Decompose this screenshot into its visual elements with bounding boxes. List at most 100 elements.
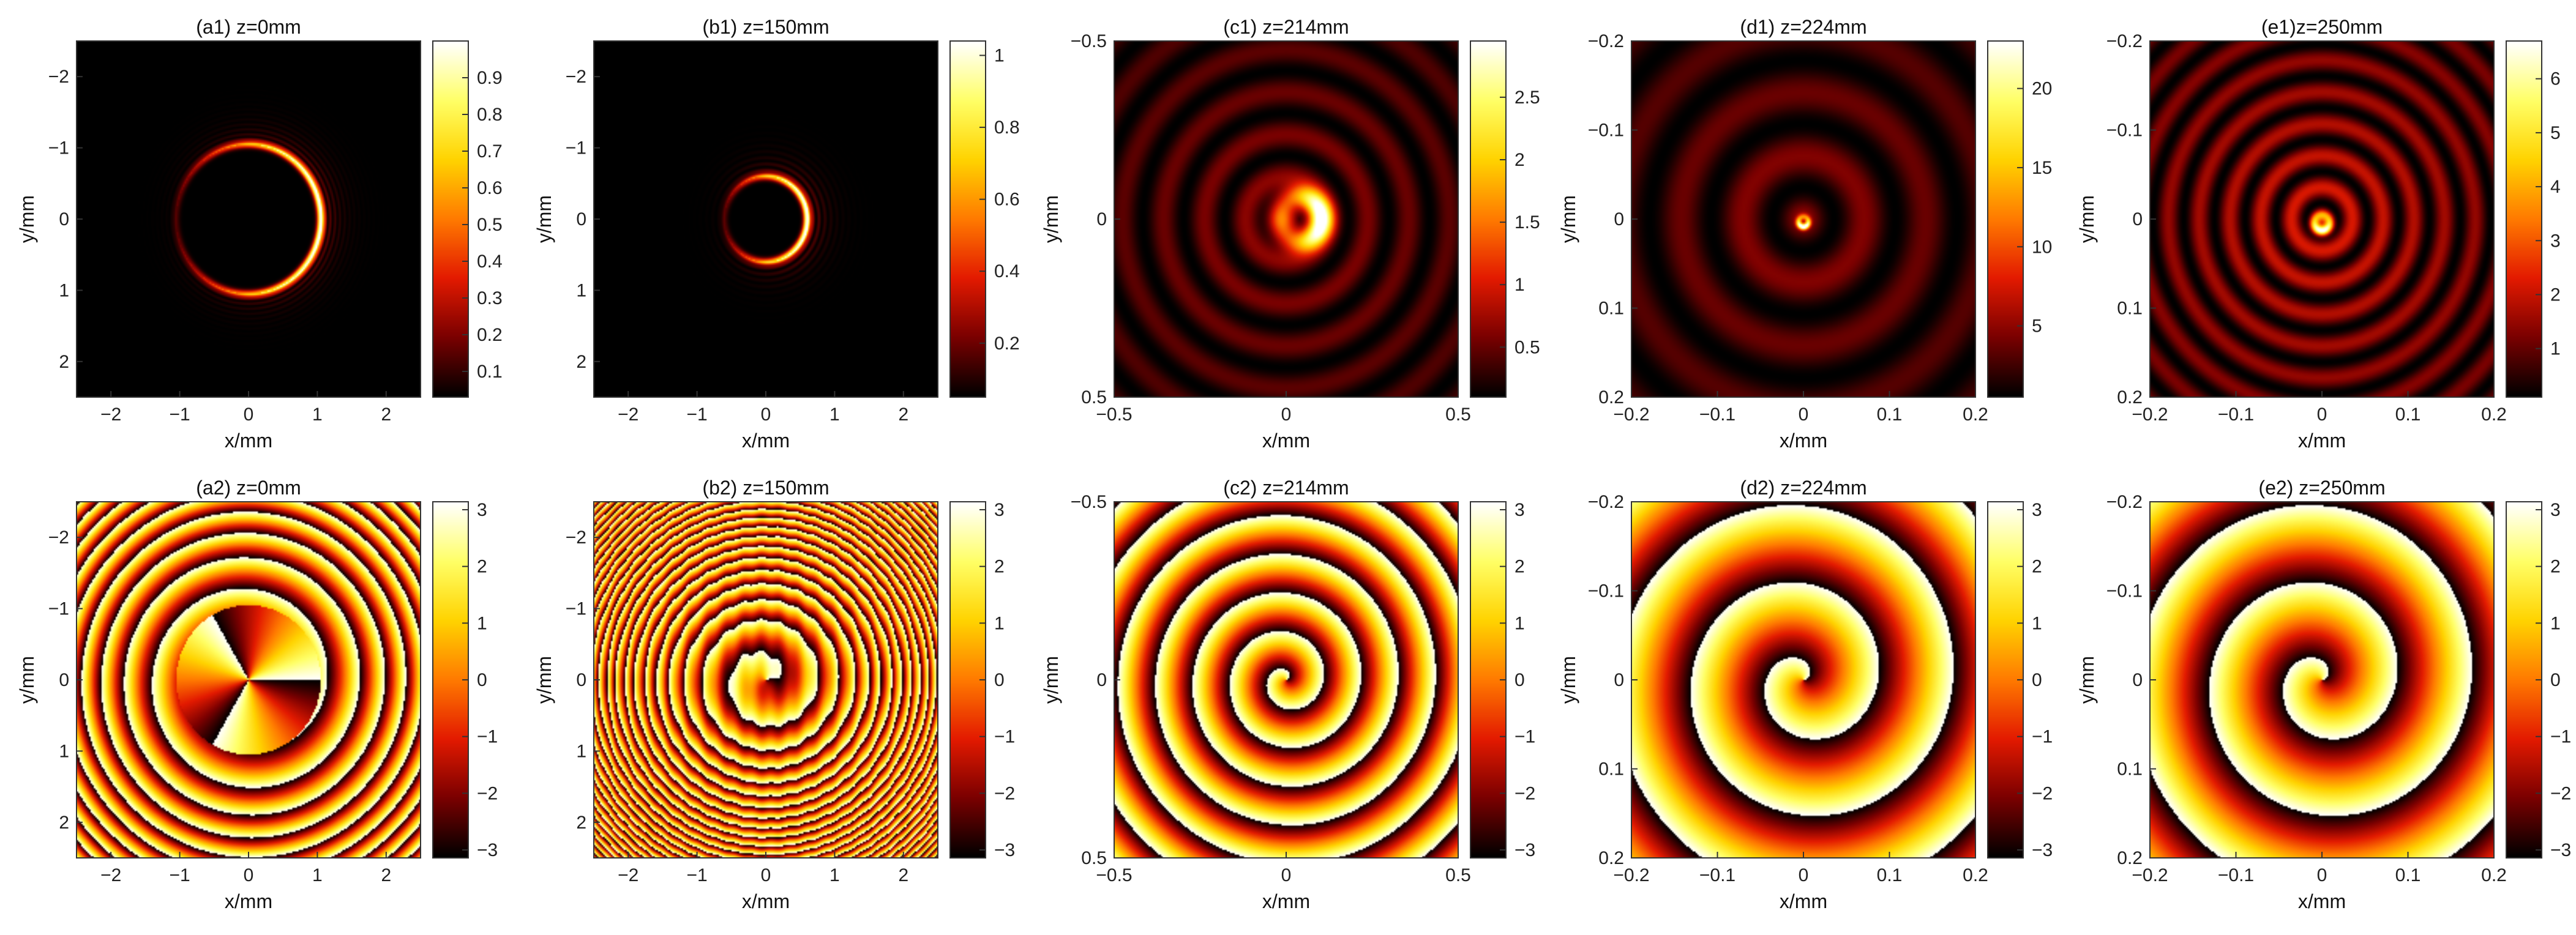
colorbar-tick-label: 1 xyxy=(477,613,487,633)
y-tick-label: −0.2 xyxy=(2106,492,2143,512)
y-tick-label: −1 xyxy=(566,599,586,619)
colorbar-tick-label: 3 xyxy=(1515,500,1525,520)
colorbar-tick-label: 0.4 xyxy=(477,251,503,272)
colorbar-tick-label: −2 xyxy=(477,783,498,803)
x-tick-label: 1 xyxy=(829,404,840,425)
y-tick-label: −2 xyxy=(566,67,586,87)
colorbar-tick-label: 2 xyxy=(1515,557,1525,577)
x-tick-label: −0.5 xyxy=(1096,865,1132,885)
colorbar-tick-label: 10 xyxy=(2032,237,2052,257)
colorbar-e1 xyxy=(2506,41,2542,397)
y-tick-label: 0.5 xyxy=(1081,387,1107,408)
y-tick-label: 0.2 xyxy=(1598,848,1624,868)
x-tick-label: 0 xyxy=(1281,865,1292,885)
x-tick-label: −2 xyxy=(618,865,638,885)
x-tick-label: −0.1 xyxy=(2218,404,2254,425)
x-tick-label: −1 xyxy=(169,404,190,425)
x-axis-label: x/mm xyxy=(2298,430,2346,452)
colorbar-tick-label: 5 xyxy=(2550,123,2561,143)
panel-e2: (e2) z=250mm−0.2 −0.1 0 0.1 0.2−0.2−0.100.10… xyxy=(2076,477,2571,912)
y-tick-label: 2 xyxy=(59,813,69,833)
y-tick-label: 1 xyxy=(59,741,69,761)
heatmap-c1 xyxy=(1114,41,1458,397)
colorbar-tick-label: 2.5 xyxy=(1515,88,1540,108)
panel-b2: (b2) z=150mm −2 −1 0 1 2 −2 −1 0 1 2 x/mm y/mm −3 −2 −1… xyxy=(533,477,1015,912)
colorbar-tick-label: −2 xyxy=(2550,783,2571,803)
y-tick-label: 0 xyxy=(1614,209,1624,229)
y-tick-label: −2 xyxy=(48,527,69,548)
y-tick-label: 0 xyxy=(2132,670,2143,690)
x-tick-label: 0 xyxy=(1799,404,1809,425)
panel-title: (a1) z=0mm xyxy=(196,16,301,38)
colorbar-tick-label: 1 xyxy=(2032,613,2042,633)
x-tick-label: −1 xyxy=(169,865,190,885)
y-tick-label: 0.1 xyxy=(2117,759,2143,780)
colorbar-c1 xyxy=(1470,41,1506,397)
colorbar-tick-label: 2 xyxy=(2032,557,2042,577)
y-axis-label: y/mm xyxy=(1040,656,1062,704)
x-tick-label: −2 xyxy=(100,865,121,885)
y-tick-label: −1 xyxy=(48,599,69,619)
colorbar-tick-label: 3 xyxy=(2550,231,2561,251)
x-tick-label: 0.5 xyxy=(1445,404,1471,425)
y-tick-label: 0.2 xyxy=(1598,387,1624,408)
x-tick-label: −1 xyxy=(686,865,707,885)
colorbar-frame xyxy=(432,40,469,398)
colorbar-tick-label: 2 xyxy=(1515,150,1525,170)
panel-title: (e1)z=250mm xyxy=(2261,16,2383,38)
y-tick-label: 0.1 xyxy=(2117,299,2143,319)
x-tick-label: −0.2 xyxy=(1613,404,1649,425)
colorbar-frame xyxy=(2506,40,2542,398)
panel-title: (a2) z=0mm xyxy=(196,477,301,499)
x-axis-label: x/mm xyxy=(2298,890,2346,912)
x-tick-label: 0.1 xyxy=(1877,404,1903,425)
x-tick-label: 0 xyxy=(2317,865,2327,885)
panel-title: (b1) z=150mm xyxy=(702,16,829,38)
x-tick-label: −0.5 xyxy=(1096,404,1132,425)
colorbar-d1 xyxy=(1988,41,2023,397)
colorbar-tick-label: 3 xyxy=(2032,500,2042,520)
y-tick-label: −0.2 xyxy=(1588,31,1624,51)
colorbar-tick-label: −3 xyxy=(1515,840,1535,860)
y-tick-label: −0.5 xyxy=(1071,31,1107,51)
x-tick-label: 2 xyxy=(898,404,908,425)
x-tick-label: −0.2 xyxy=(2132,865,2168,885)
colorbar-tick-label: 1 xyxy=(994,613,1005,633)
x-tick-label: 1 xyxy=(312,404,323,425)
heatmap-a2 xyxy=(77,502,421,858)
x-tick-label: 0 xyxy=(2317,404,2327,425)
y-axis-label: y/mm xyxy=(2076,195,2098,243)
x-tick-label: 2 xyxy=(898,865,908,885)
heatmap-a1 xyxy=(77,41,421,397)
panel-e1: (e1)z=250mm−0.2 −0.1 0 0.1 0.2−0.2−0.100.10.… xyxy=(2076,16,2561,452)
colorbar-frame xyxy=(1987,40,2024,398)
panel-d2: (d2) z=224mm−0.2 −0.1 0 0.1 0.2−0.2−0.100.10… xyxy=(1557,477,2053,912)
colorbar-tick-label: 15 xyxy=(2032,158,2052,178)
colorbar-tick-label: 1 xyxy=(1515,613,1525,633)
y-tick-label: 2 xyxy=(576,352,586,372)
y-tick-label: −0.1 xyxy=(2106,581,2143,602)
panel-title: (c2) z=214mm xyxy=(1223,477,1349,499)
y-tick-label: 0 xyxy=(59,670,69,690)
heatmap-b1 xyxy=(594,41,938,397)
colorbar-tick-label: 1 xyxy=(1515,275,1525,295)
colorbar-tick-label: 0.8 xyxy=(477,105,503,125)
colorbar-tick-label: 0 xyxy=(2032,670,2042,690)
y-tick-label: −0.1 xyxy=(2106,121,2143,141)
colorbar-tick-label: −2 xyxy=(2032,783,2053,803)
panel-title: (c1) z=214mm xyxy=(1223,16,1349,38)
x-tick-label: −0.1 xyxy=(1699,404,1735,425)
x-axis-label: x/mm xyxy=(225,890,272,912)
colorbar-tick-label: 2 xyxy=(2550,557,2561,577)
x-tick-label: 0.5 xyxy=(1445,865,1471,885)
colorbar-tick-label: −1 xyxy=(477,727,498,747)
y-tick-label: 0.1 xyxy=(1598,759,1624,780)
y-tick-label: −0.2 xyxy=(2106,31,2143,51)
colorbar-tick-label: 2 xyxy=(994,557,1005,577)
y-tick-label: 1 xyxy=(576,280,586,300)
x-tick-label: 0 xyxy=(244,865,254,885)
colorbar-tick-label: −1 xyxy=(2032,727,2053,747)
x-tick-label: −2 xyxy=(618,404,638,425)
y-tick-label: −0.1 xyxy=(1588,121,1624,141)
